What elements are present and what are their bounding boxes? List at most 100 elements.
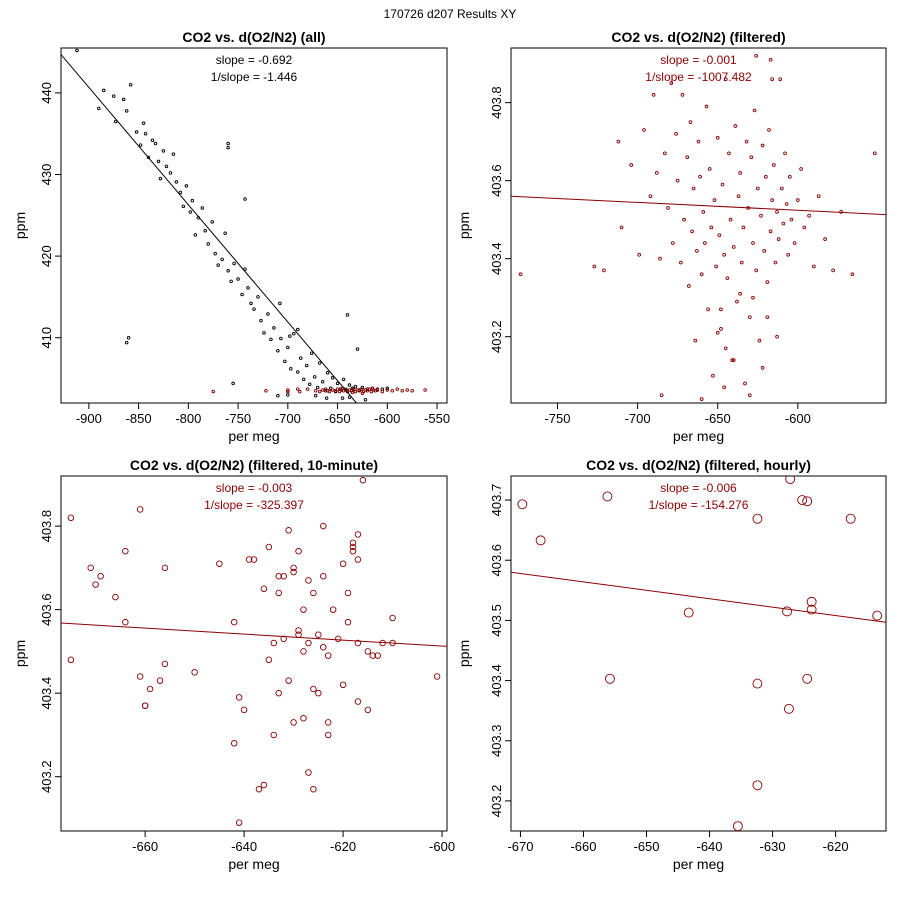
data-point <box>354 698 362 705</box>
data-point <box>279 336 283 341</box>
data-point <box>320 388 325 392</box>
data-point <box>648 194 653 199</box>
y-tick-label: 403.8 <box>39 510 54 543</box>
data-point <box>789 217 794 222</box>
data-point <box>374 652 381 659</box>
data-point <box>296 370 300 374</box>
data-point <box>637 252 642 257</box>
x-tick-label: -700 <box>275 411 301 426</box>
inverse-slope-annotation: 1/slope = -154.276 <box>649 498 749 512</box>
data-point <box>703 241 707 245</box>
data-point <box>719 327 723 331</box>
data-point <box>67 514 75 522</box>
data-point <box>760 366 765 370</box>
y-axis-label: ppm <box>12 640 28 667</box>
data-point <box>699 272 704 277</box>
data-point <box>674 131 678 136</box>
data-point <box>290 564 297 572</box>
data-point <box>687 284 691 288</box>
data-point <box>190 198 195 203</box>
data-point <box>357 389 362 393</box>
x-tick-label: -630 <box>760 839 786 854</box>
data-point <box>373 389 378 393</box>
x-tick-label: -850 <box>126 411 152 426</box>
data-point <box>136 506 144 513</box>
data-point <box>350 390 355 395</box>
data-point <box>355 347 360 351</box>
data-point <box>230 740 238 747</box>
data-point <box>787 174 792 179</box>
data-point <box>310 589 317 597</box>
data-point <box>354 556 362 563</box>
data-point <box>141 121 146 125</box>
x-tick-label: -600 <box>374 411 400 426</box>
data-point <box>602 491 613 502</box>
data-point <box>699 397 704 401</box>
data-point <box>330 375 335 380</box>
y-tick-label: 403.5 <box>489 604 504 637</box>
data-point <box>320 522 327 530</box>
data-point <box>410 389 414 393</box>
data-point <box>305 387 310 391</box>
data-point <box>375 387 380 391</box>
data-point <box>364 706 372 714</box>
data-point <box>226 269 230 273</box>
data-point <box>344 618 352 626</box>
data-point <box>751 241 755 245</box>
data-point <box>128 82 133 87</box>
data-point <box>743 381 747 386</box>
data-point <box>752 780 763 791</box>
data-point <box>369 652 377 659</box>
data-point <box>181 204 186 209</box>
data-point <box>783 151 787 156</box>
x-tick-label: -670 <box>507 839 533 854</box>
data-point <box>802 225 807 230</box>
y-tick-label: 403.6 <box>39 593 54 626</box>
data-point <box>270 639 278 647</box>
data-point <box>706 307 710 312</box>
data-point <box>341 377 346 382</box>
data-point <box>517 499 528 510</box>
data-point <box>802 673 813 684</box>
data-point <box>250 556 258 563</box>
data-point <box>752 513 763 524</box>
data-point <box>823 237 827 242</box>
data-point <box>683 607 694 618</box>
x-tick-label: -600 <box>429 839 455 854</box>
data-point <box>121 97 126 102</box>
data-point <box>320 572 327 580</box>
y-tick-label: 403.7 <box>489 484 504 517</box>
data-point <box>688 120 693 124</box>
data-point <box>296 327 300 332</box>
data-point <box>797 495 808 506</box>
data-point <box>344 589 352 597</box>
y-tick-label: 403.2 <box>489 320 504 353</box>
data-point <box>300 714 307 722</box>
data-point <box>295 547 302 555</box>
data-point <box>816 194 821 199</box>
data-point <box>367 387 372 391</box>
data-point <box>235 819 243 826</box>
data-point <box>691 186 696 191</box>
data-point <box>278 301 282 306</box>
data-point <box>340 396 345 400</box>
data-point <box>161 660 169 668</box>
data-point <box>305 769 312 776</box>
data-point <box>269 337 273 342</box>
data-point <box>651 92 656 97</box>
data-point <box>518 272 523 277</box>
data-point <box>364 648 372 655</box>
data-point <box>698 174 702 179</box>
data-point <box>433 673 441 680</box>
data-point <box>75 48 79 53</box>
data-point <box>741 225 746 230</box>
data-point <box>313 393 318 398</box>
inverse-slope-annotation: 1/slope = -325.397 <box>204 498 304 512</box>
data-point <box>304 363 309 368</box>
data-point <box>272 326 276 330</box>
data-point <box>256 295 260 299</box>
data-point <box>732 821 743 831</box>
data-point <box>164 164 169 169</box>
data-layer <box>511 476 886 831</box>
